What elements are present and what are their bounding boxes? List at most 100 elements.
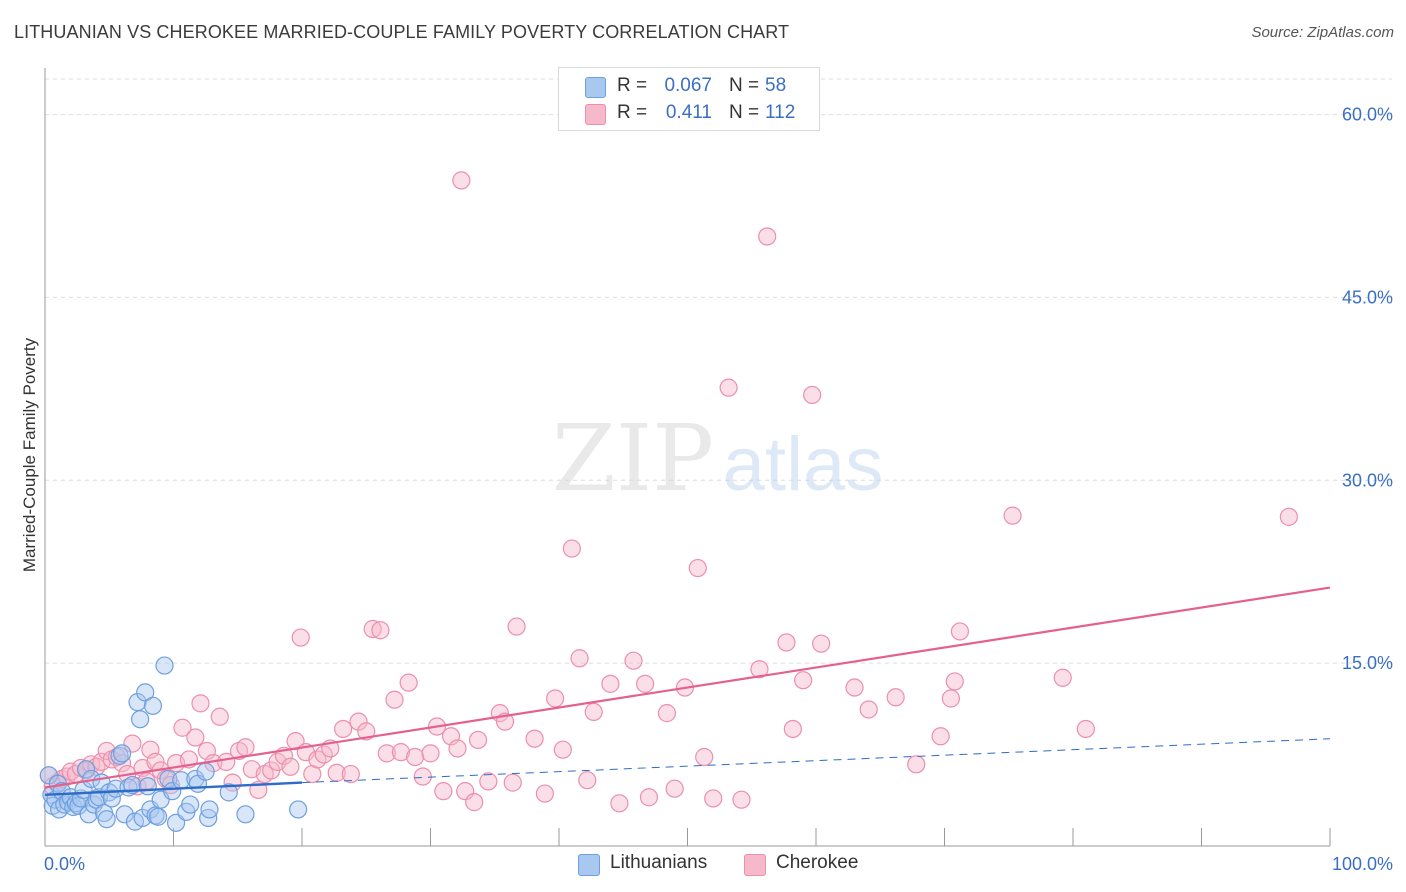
legend-label: Lithuanians bbox=[610, 852, 708, 873]
legend-swatch-blue bbox=[578, 854, 600, 876]
cherokee-point-109 bbox=[886, 688, 905, 707]
cherokee-points bbox=[39, 171, 1298, 813]
cherokee-point-83 bbox=[562, 539, 581, 558]
cherokee-point-62 bbox=[399, 673, 418, 692]
cherokee-point-88 bbox=[610, 794, 629, 813]
cherokee-point-57 bbox=[363, 619, 382, 639]
cherokee-point-80 bbox=[535, 784, 554, 803]
lithuanian-point-36 bbox=[136, 683, 155, 702]
cherokee-point-69 bbox=[448, 739, 467, 758]
source-credit: Source: ZipAtlas.com bbox=[1251, 24, 1394, 41]
legend-label: Cherokee bbox=[776, 852, 859, 873]
cherokee-point-87 bbox=[601, 674, 620, 693]
cherokee-point-90 bbox=[635, 674, 655, 693]
cherokee-point-86 bbox=[584, 702, 603, 722]
cherokee-point-85 bbox=[578, 771, 597, 790]
y-tick-label-0: 15.0% bbox=[1342, 653, 1393, 673]
cherokee-point-91 bbox=[639, 788, 659, 807]
watermark-atlas: atlas bbox=[723, 422, 884, 507]
y-tick-label-2: 45.0% bbox=[1342, 287, 1393, 307]
cherokee-point-55 bbox=[349, 712, 368, 731]
cherokee-point-101 bbox=[758, 227, 777, 246]
cherokee-point-95 bbox=[688, 558, 707, 578]
legend-swatch-pink bbox=[744, 854, 766, 876]
cherokee-point-82 bbox=[553, 740, 572, 759]
cherokee-point-74 bbox=[479, 772, 498, 791]
cherokee-point-92 bbox=[665, 779, 684, 798]
lithuanian-point-29 bbox=[115, 805, 134, 824]
cherokee-point-63 bbox=[405, 747, 425, 767]
cherokee-point-73 bbox=[468, 730, 488, 750]
cherokee-point-112 bbox=[941, 689, 961, 708]
cherokee-point-79 bbox=[525, 729, 544, 748]
cherokee-point-64 bbox=[413, 767, 432, 786]
r-label: R = bbox=[617, 75, 648, 96]
x-tick-label-min: 0.0% bbox=[44, 854, 85, 874]
cherokee-point-105 bbox=[803, 385, 822, 405]
grid-lines bbox=[45, 78, 1392, 664]
lithuanian-point-52 bbox=[196, 762, 215, 781]
n-label: N = bbox=[729, 102, 760, 123]
lithuanian-point-39 bbox=[143, 696, 163, 715]
r-value: 0.411 bbox=[665, 102, 712, 123]
cherokee-point-37 bbox=[236, 738, 255, 757]
lithuanian-point-43 bbox=[155, 656, 174, 675]
cherokee-point-117 bbox=[1076, 719, 1095, 739]
cherokee-point-102 bbox=[777, 633, 796, 652]
cherokee-point-106 bbox=[812, 634, 831, 653]
n-value: 112 bbox=[765, 102, 796, 123]
cherokee-point-46 bbox=[291, 628, 310, 647]
cherokee-point-107 bbox=[845, 678, 864, 697]
lithuanian-point-28 bbox=[112, 744, 132, 763]
cherokee-point-97 bbox=[704, 789, 723, 808]
lithuanian-points bbox=[39, 656, 308, 832]
lithuanian-point-49 bbox=[181, 795, 200, 814]
lithuanian-point-41 bbox=[148, 807, 168, 826]
cherokee-point-103 bbox=[783, 719, 802, 739]
legend-row-cherokee: R = 0.411 N = 112 bbox=[559, 101, 819, 127]
cherokee-point-114 bbox=[950, 622, 970, 641]
cherokee-point-118 bbox=[1279, 507, 1298, 526]
lithuanian-point-27 bbox=[110, 746, 129, 765]
axes bbox=[44, 68, 1331, 847]
tick-labels: 15.0% 30.0% 45.0% 60.0% 0.0% 100.0% bbox=[44, 105, 1393, 874]
lithuanian-point-15 bbox=[77, 760, 96, 779]
cherokee-point-54 bbox=[341, 764, 360, 784]
cherokee-point-115 bbox=[1003, 506, 1022, 525]
cherokee-point-93 bbox=[657, 704, 677, 723]
cherokee-point-96 bbox=[695, 747, 714, 767]
n-label: N = bbox=[729, 75, 760, 96]
cherokee-point-29 bbox=[186, 728, 205, 747]
lithuanian-trend-line bbox=[44, 781, 303, 796]
r-label: R = bbox=[617, 102, 648, 123]
lithuanian-point-54 bbox=[200, 800, 219, 819]
cherokee-point-116 bbox=[1053, 668, 1072, 687]
cherokee-trend-line bbox=[44, 586, 1331, 789]
cherokee-point-81 bbox=[546, 689, 565, 708]
legend-swatch-blue bbox=[585, 77, 606, 98]
legend-row-lithuanians: R = 0.067 N = 58 bbox=[559, 74, 819, 100]
watermark-zip: ZIP bbox=[552, 405, 714, 512]
cherokee-point-30 bbox=[191, 694, 210, 713]
lithuanian-point-37 bbox=[138, 777, 157, 796]
cherokee-point-60 bbox=[385, 690, 404, 709]
cherokee-point-99 bbox=[732, 790, 751, 809]
cherokee-point-67 bbox=[434, 782, 453, 801]
cherokee-point-70 bbox=[452, 171, 471, 190]
cherokee-point-111 bbox=[931, 727, 950, 746]
y-tick-label-3: 60.0% bbox=[1342, 105, 1393, 125]
lithuanian-point-56 bbox=[236, 805, 255, 824]
cherokee-point-84 bbox=[570, 649, 589, 668]
correlation-legend: R = 0.067 N = 58 R = 0.411 N = 112 bbox=[558, 67, 820, 131]
cherokee-point-65 bbox=[421, 744, 440, 763]
cherokee-point-72 bbox=[465, 793, 484, 812]
cherokee-point-77 bbox=[503, 773, 522, 792]
cherokee-point-113 bbox=[945, 672, 964, 691]
lithuanian-point-11 bbox=[66, 794, 85, 813]
cherokee-point-98 bbox=[719, 378, 738, 397]
cherokee-point-61 bbox=[391, 743, 411, 762]
lithuanian-point-16 bbox=[79, 805, 98, 824]
lithuanian-point-55 bbox=[219, 783, 238, 802]
lithuanian-point-23 bbox=[97, 810, 116, 829]
series-legend: Lithuanians Cherokee bbox=[0, 852, 1406, 878]
